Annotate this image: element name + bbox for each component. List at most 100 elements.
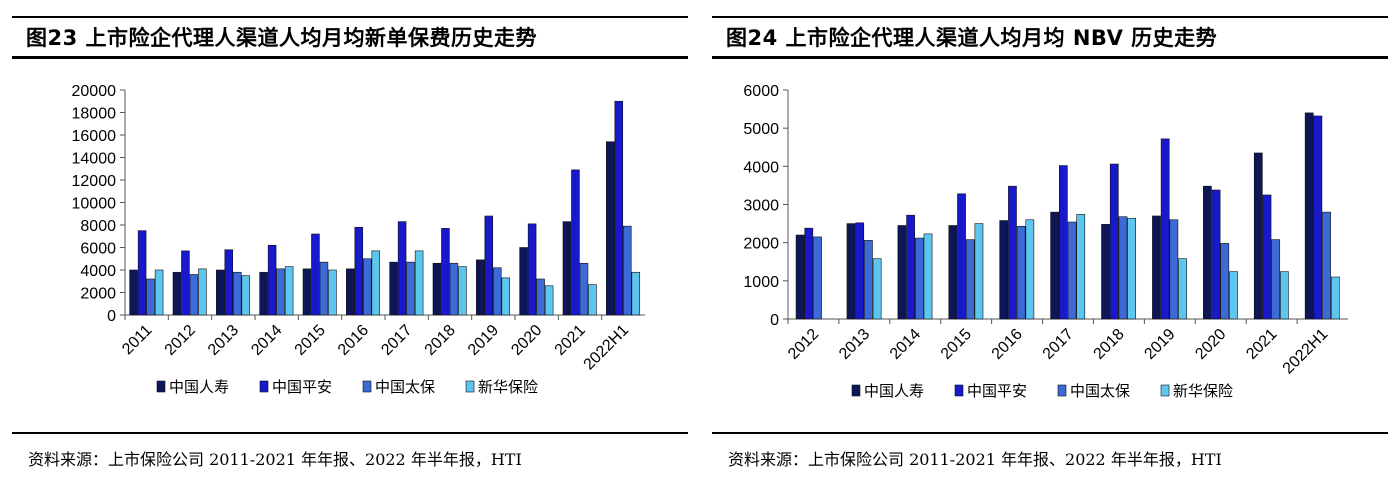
y-tick-label: 5000 xyxy=(743,121,779,138)
x-tick-label: 2016 xyxy=(335,322,372,359)
legend-swatch xyxy=(851,384,861,397)
x-tick-label: 2021 xyxy=(552,322,589,359)
bar xyxy=(501,277,511,316)
bar xyxy=(999,220,1009,320)
bar xyxy=(544,285,554,316)
x-tick-label: 2017 xyxy=(378,322,415,359)
bar xyxy=(449,262,459,316)
x-tick-label: 2014 xyxy=(248,322,285,359)
y-tick-label: 12000 xyxy=(72,173,117,190)
bar xyxy=(1016,225,1026,320)
bar xyxy=(1330,276,1340,320)
bar xyxy=(1025,219,1035,320)
title-rule xyxy=(12,56,688,59)
chart-panel-23: 图23 上市险企代理人渠道人均月均新单保费历史走势 0 2000 4000 6000 8… xyxy=(12,16,688,469)
y-tick-label: 18000 xyxy=(72,106,117,123)
bar xyxy=(948,225,958,320)
source-note: 资料来源：上市保险公司 2011-2021 年年报、2022 年半年报，HTI xyxy=(728,450,1222,469)
legend-label: 新华保险 xyxy=(1173,382,1233,400)
top-rule xyxy=(12,16,688,18)
bar xyxy=(562,221,572,316)
bar xyxy=(527,223,537,316)
bar xyxy=(614,100,624,316)
bar xyxy=(864,240,873,320)
y-tick-label: 16000 xyxy=(72,128,117,145)
bar xyxy=(906,214,915,320)
x-tick-label: 2013 xyxy=(205,322,242,359)
y-tick-label: 10000 xyxy=(72,196,117,213)
bar xyxy=(1127,217,1137,320)
bar xyxy=(146,278,155,316)
bar xyxy=(302,268,312,316)
bar xyxy=(241,275,251,316)
bar xyxy=(224,249,234,316)
x-tick-label: 2018 xyxy=(422,322,459,359)
chart-panel-24: 图24 上市险企代理人渠道人均月均 NBV 历史走势 0 1000 2000 3000… xyxy=(700,0,1400,483)
x-tick-label: 2019 xyxy=(1141,326,1178,363)
bar xyxy=(1109,163,1119,320)
bar xyxy=(397,221,407,316)
legend-swatch xyxy=(259,380,269,393)
bar xyxy=(267,244,277,316)
x-tick-label: 2014 xyxy=(887,326,924,363)
bar xyxy=(1304,112,1314,320)
bar xyxy=(519,247,528,316)
bar xyxy=(923,233,933,320)
y-tick-label: 6000 xyxy=(743,83,779,100)
bar xyxy=(189,274,199,316)
bar xyxy=(571,169,580,316)
x-tick-label: 2015 xyxy=(292,322,329,359)
legend-swatch xyxy=(1057,384,1067,397)
bar xyxy=(1076,214,1086,320)
legend-swatch xyxy=(1160,384,1170,397)
bar xyxy=(795,234,805,320)
y-tick-label: 20000 xyxy=(72,83,117,100)
bar xyxy=(1101,224,1110,320)
bar xyxy=(846,223,856,320)
bar xyxy=(276,268,285,316)
source-note: 资料来源：上市保险公司 2011-2021 年年报、2022 年半年报，HTI xyxy=(28,450,522,469)
bar xyxy=(1169,219,1179,320)
y-tick-label: 14000 xyxy=(72,151,117,168)
title-rule xyxy=(712,56,1388,59)
bar xyxy=(129,269,138,316)
bar xyxy=(1058,165,1068,320)
y-tick-label: 4000 xyxy=(80,263,116,280)
bar xyxy=(1253,152,1263,320)
bar xyxy=(354,226,364,316)
bar xyxy=(1322,211,1331,320)
x-tick-label: 2020 xyxy=(508,322,545,359)
bar xyxy=(914,237,924,320)
bar xyxy=(813,236,822,320)
bar xyxy=(441,228,450,316)
bar xyxy=(631,271,641,316)
bar xyxy=(319,261,329,316)
bar xyxy=(1178,258,1187,320)
bar xyxy=(1050,211,1060,320)
bar xyxy=(1203,185,1212,320)
y-tick-label: 2000 xyxy=(743,236,779,253)
legend-swatch xyxy=(362,380,372,393)
bar xyxy=(965,239,975,320)
bar xyxy=(606,141,615,316)
bar xyxy=(216,269,225,316)
bar xyxy=(1271,239,1281,320)
bar xyxy=(259,271,268,316)
bar xyxy=(1229,271,1238,320)
bar xyxy=(1160,138,1170,320)
legend-label: 中国平安 xyxy=(967,382,1027,400)
x-tick-label: 2013 xyxy=(836,326,873,363)
y-tick-label: 1000 xyxy=(743,274,779,291)
y-tick-label: 8000 xyxy=(80,218,116,235)
bar xyxy=(897,225,907,320)
bar xyxy=(328,269,337,316)
x-tick-label: 2022H1 xyxy=(581,322,633,374)
bar xyxy=(1262,194,1272,320)
y-tick-label: 6000 xyxy=(80,241,116,258)
bar xyxy=(536,278,545,316)
bar-chart-new-premium: 0 2000 4000 6000 8000 10000 12000 14000 16000 180… xyxy=(72,83,645,396)
bar xyxy=(1211,189,1221,320)
bar xyxy=(414,250,424,316)
bar xyxy=(1220,243,1230,320)
x-tick-label: 2019 xyxy=(465,322,502,359)
